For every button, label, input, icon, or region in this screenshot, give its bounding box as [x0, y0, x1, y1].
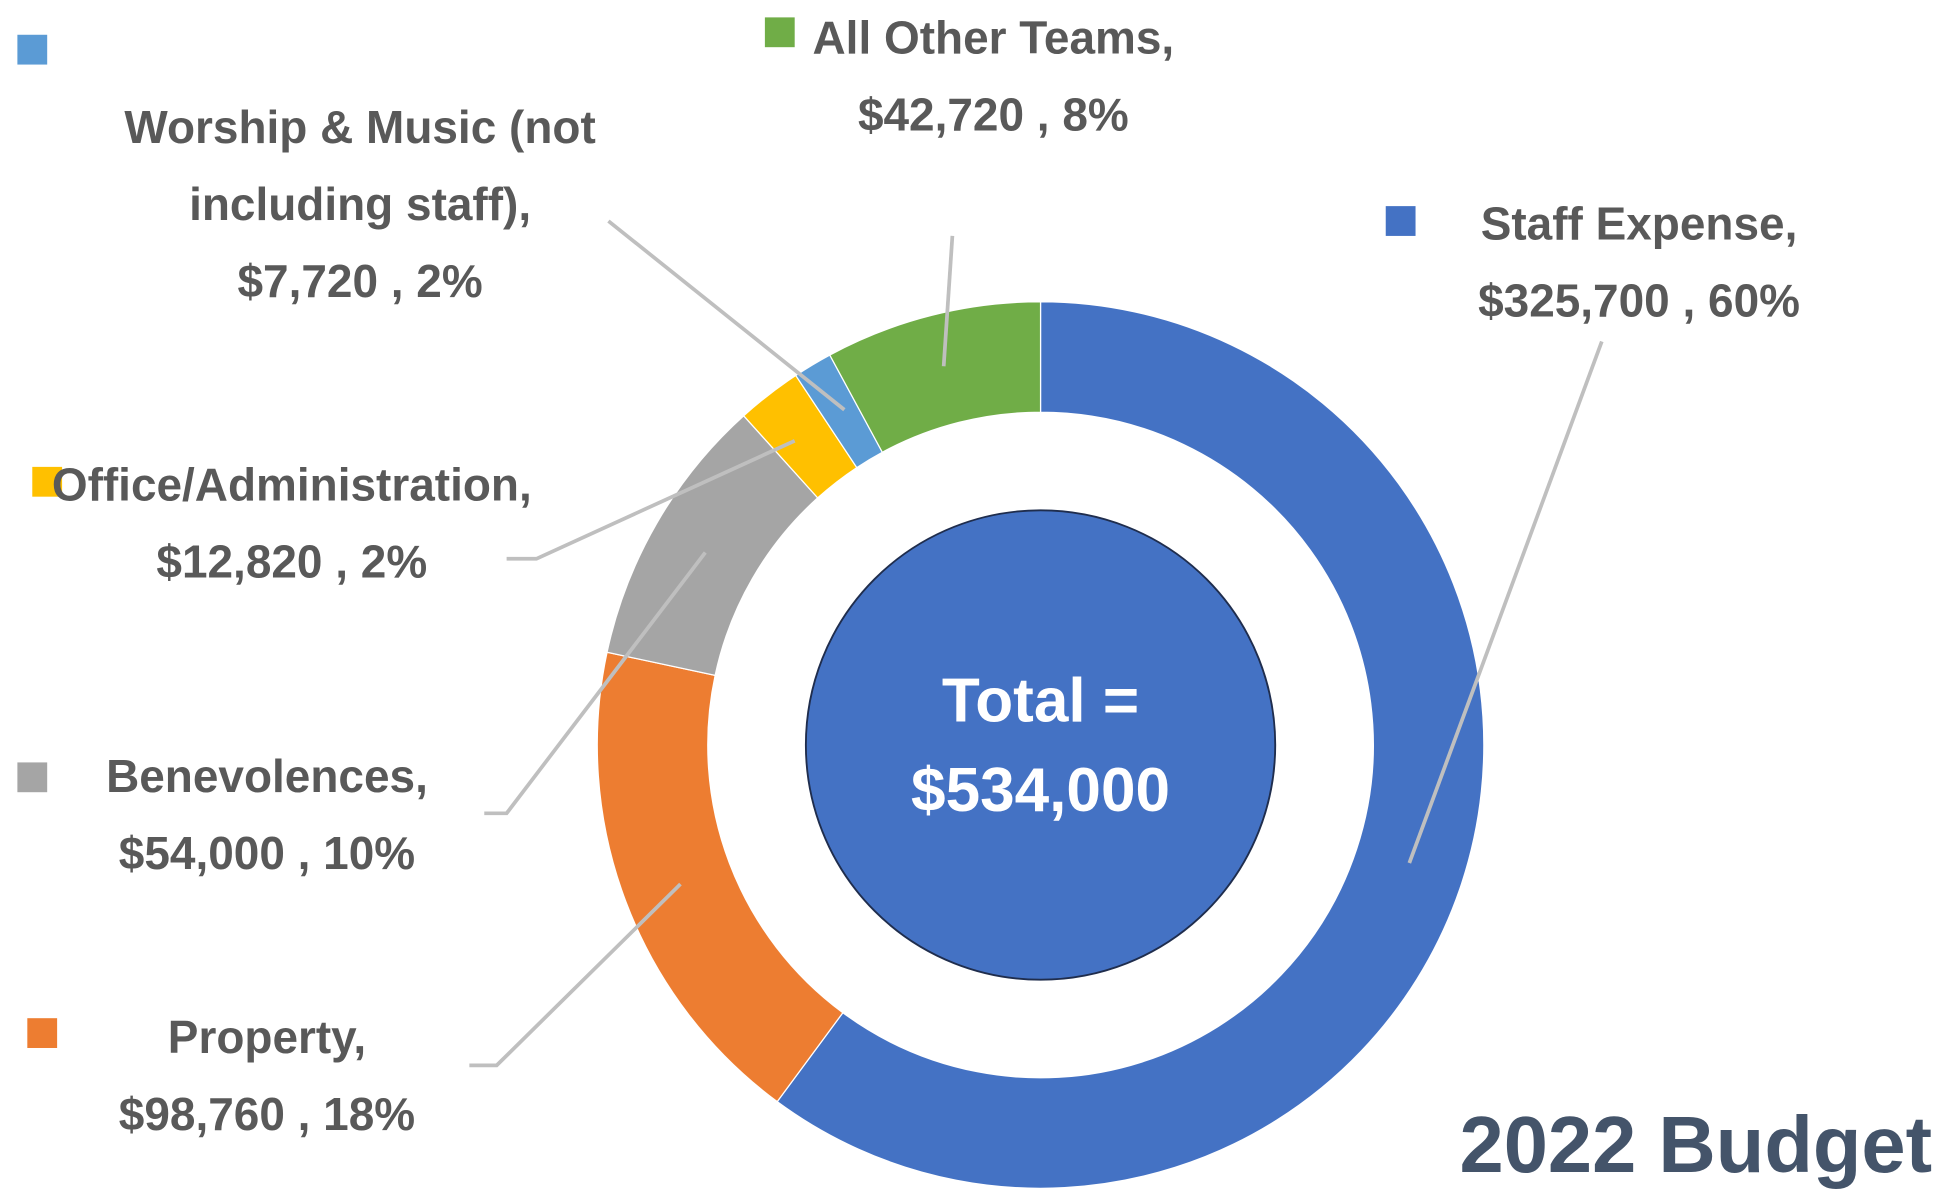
- leader-line: [469, 882, 682, 1068]
- legend-key: [17, 34, 48, 65]
- label-name-group: All Other Teams,: [812, 12, 1174, 63]
- label-name-group: Office/Administration,: [52, 459, 532, 510]
- category-name: Office/Administration: [51, 459, 519, 511]
- leader-line: [484, 551, 707, 816]
- category-name: Benevolences: [106, 751, 416, 803]
- percent-label: 18%: [323, 1088, 416, 1140]
- data-label: Staff Expense, $325,700 , 60%: [1391, 186, 1888, 340]
- label-values: $42,720 , 8%: [795, 77, 1192, 154]
- separator: ,: [518, 178, 532, 230]
- data-label: Property, $98,760 , 18%: [25, 1000, 509, 1154]
- separator: ,: [297, 828, 311, 880]
- label-values: $325,700 , 60%: [1391, 263, 1888, 340]
- value-label: $98,760: [118, 1088, 285, 1140]
- leader-line: [941, 235, 955, 367]
- center-text: Total =: [941, 665, 1140, 736]
- legend-key: [17, 762, 48, 793]
- chart-title: 2022 Budget: [1459, 1100, 1933, 1190]
- data-label: Office/Administration, $12,820 , 2%: [50, 447, 534, 601]
- legend-key: [1385, 206, 1416, 236]
- leader-lines: [469, 219, 1604, 1068]
- separator: ,: [390, 255, 404, 307]
- data-label: All Other Teams, $42,720 , 8%: [795, 0, 1192, 154]
- separator: ,: [518, 459, 532, 511]
- legend-key: [27, 1018, 58, 1048]
- value-label: $54,000: [118, 828, 285, 880]
- leader-line: [1407, 340, 1604, 864]
- label-values: $7,720 , 2%: [75, 243, 646, 320]
- separator: ,: [335, 536, 349, 588]
- percent-label: 60%: [1708, 275, 1800, 327]
- label-name-group: Property,: [168, 1012, 366, 1063]
- separator: ,: [1784, 198, 1798, 250]
- label-values: $12,820 , 2%: [50, 524, 534, 601]
- total-label: $534,000: [911, 754, 1171, 825]
- value-label: $12,820: [156, 536, 323, 588]
- slice: [776, 301, 1485, 1189]
- separator: ,: [353, 1011, 367, 1063]
- label-values: $54,000 , 10%: [25, 816, 509, 893]
- separator: ,: [1161, 12, 1175, 64]
- data-label: Benevolences, $54,000 , 10%: [25, 739, 509, 893]
- separator: ,: [1682, 275, 1696, 327]
- separator: ,: [415, 751, 428, 803]
- percent-label: 10%: [323, 828, 416, 880]
- total-circle: [804, 509, 1277, 981]
- category-name: Worship & Music (not including staff): [124, 101, 596, 230]
- separator: ,: [1036, 89, 1050, 141]
- label-name-group: Staff Expense,: [1481, 199, 1798, 250]
- value-label: $42,720: [857, 89, 1025, 141]
- category-name: Property: [167, 1011, 354, 1063]
- slices: [596, 301, 1485, 1189]
- data-label: Worship & Music (not including staff), $7…: [75, 89, 646, 320]
- value-label: $325,700: [1478, 275, 1670, 327]
- category-name: All Other Teams: [812, 12, 1162, 64]
- percent-label: 2%: [360, 536, 428, 588]
- percent-label: 2%: [416, 255, 483, 307]
- value-label: $7,720: [237, 255, 379, 307]
- percent-label: 8%: [1062, 89, 1129, 141]
- category-name: Staff Expense: [1480, 198, 1785, 250]
- separator: ,: [297, 1088, 311, 1140]
- label-name-group: Benevolences,: [106, 751, 428, 802]
- label-values: $98,760 , 18%: [25, 1077, 509, 1154]
- label-name-group: Worship & Music (not including staff),: [124, 102, 595, 230]
- center-label: Total = $534,000: [805, 522, 1277, 969]
- leader-line: [506, 439, 796, 561]
- legend-key: [764, 17, 795, 48]
- leader-line: [607, 219, 846, 412]
- legend-key: [32, 466, 63, 497]
- slice: [828, 301, 1042, 454]
